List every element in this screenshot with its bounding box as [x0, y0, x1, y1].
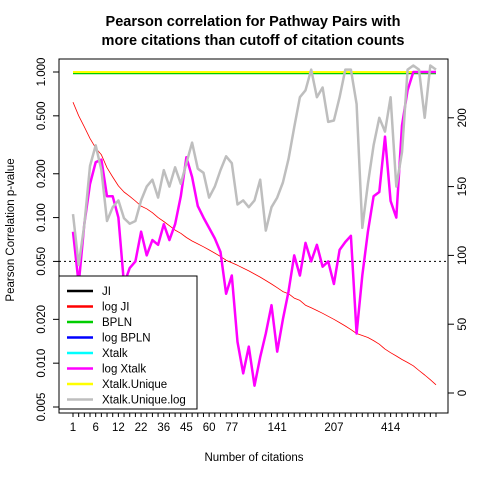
- y-left-tick-label: 0.100: [36, 203, 48, 232]
- legend-box: [58, 275, 198, 410]
- legend-label-xtalk: Xtalk: [102, 348, 128, 360]
- x-tick-label: 12: [112, 422, 125, 434]
- y-axis-label: Pearson Correlation p-value: [5, 158, 17, 301]
- legend-label-xtalk-unique-log: Xtalk.Unique.log: [102, 395, 186, 407]
- x-tick-label: 45: [180, 422, 193, 434]
- y-right-tick-label: 100: [457, 246, 469, 265]
- x-tick-label: 141: [268, 422, 287, 434]
- series-line-log-xtalk: [71, 70, 436, 387]
- series-layer: [71, 64, 437, 387]
- x-tick-label: 60: [203, 422, 216, 434]
- x-axis-label: Number of citations: [204, 452, 303, 464]
- legend-label-xtalk-unique: Xtalk.Unique: [102, 379, 167, 391]
- x-tick-label: 207: [324, 422, 343, 434]
- chart-title-line-2: more citations than cutoff of citation c…: [102, 33, 405, 49]
- legend-label-log-xtalk: log Xtalk: [102, 364, 146, 376]
- y-left-tick-label: 0.200: [36, 159, 48, 188]
- y-left-tick-label: 0.020: [36, 305, 48, 334]
- y-axis-left: 1.000 0.500 0.200 0.100 0.050 0.020 0.010 0.005: [36, 58, 59, 422]
- y-right-tick-label: 0: [457, 390, 469, 396]
- y-right-tick-label: 150: [457, 177, 469, 196]
- x-tick-label: 22: [135, 422, 148, 434]
- x-tick-label: 36: [157, 422, 170, 434]
- x-tick-label: 414: [381, 422, 401, 434]
- legend-label-log-ji: log JI: [102, 302, 130, 314]
- y-right-tick-label: 50: [457, 318, 469, 331]
- plot-frame: [58, 58, 449, 414]
- legend-label-log-bpln: log BPLN: [102, 333, 151, 345]
- y-left-tick-label: 0.010: [36, 349, 48, 378]
- series-line-log-ji: [72, 102, 437, 386]
- x-tick-label: 1: [70, 422, 76, 434]
- y-axis-right: 0 50 100 150 200: [448, 108, 469, 396]
- y-left-tick-label: 0.005: [36, 393, 48, 422]
- y-left-tick-label: 0.050: [36, 247, 48, 276]
- x-tick-label: 6: [92, 422, 98, 434]
- y-right-tick-label: 200: [457, 108, 469, 127]
- series-line-xtalk-unique-log: [71, 64, 437, 267]
- x-tick-label: 77: [225, 422, 238, 434]
- x-axis: 1 6 12 22 36 45 60 77 141 207 414: [70, 413, 437, 434]
- y-left-tick-label: 1.000: [36, 58, 48, 87]
- legend-label-bpln: BPLN: [102, 317, 132, 329]
- y-left-tick-label: 0.500: [36, 101, 48, 130]
- legend: JI log JI BPLN log BPLN Xtalk log Xtalk Xtalk.…: [58, 275, 198, 410]
- legend-label-ji: JI: [102, 286, 111, 298]
- chart-title-line-1: Pearson correlation for Pathway Pairs wi…: [106, 14, 401, 30]
